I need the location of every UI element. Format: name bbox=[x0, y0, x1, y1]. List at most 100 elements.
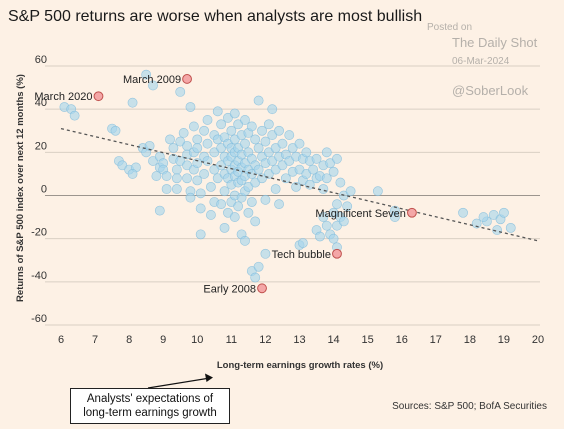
scatter-point bbox=[458, 207, 468, 218]
scatter-point bbox=[192, 143, 203, 153]
callout-box: Analysts' expectations of long-term earn… bbox=[70, 388, 230, 424]
scatter-point bbox=[471, 218, 482, 229]
x-tick-label: 13 bbox=[293, 334, 305, 346]
scatter-point bbox=[315, 231, 325, 242]
scatter-point bbox=[151, 171, 162, 181]
scatter-point bbox=[127, 97, 138, 108]
scatter-point bbox=[321, 220, 332, 231]
scatter-point bbox=[110, 125, 121, 136]
scatter-point bbox=[202, 115, 213, 125]
scatter-point bbox=[253, 261, 264, 272]
y-tick-label: -60 bbox=[31, 313, 47, 325]
scatter-point bbox=[226, 125, 237, 136]
scatter-point bbox=[505, 222, 516, 233]
y-tick-label: 20 bbox=[35, 140, 47, 152]
x-tick-label: 17 bbox=[430, 334, 442, 346]
scatter-point bbox=[161, 184, 172, 194]
annotation-tech-bubble: Tech bubble bbox=[272, 249, 331, 261]
scatter-point bbox=[202, 138, 213, 149]
watermark-source: The Daily Shot bbox=[452, 35, 538, 50]
scatter-point bbox=[311, 153, 322, 164]
scatter-point bbox=[253, 164, 264, 175]
scatter-point bbox=[246, 121, 257, 132]
scatter-point bbox=[216, 119, 227, 130]
scatter-point bbox=[165, 134, 175, 145]
watermark-date: 06-Mar-2024 bbox=[452, 56, 510, 67]
scatter-point bbox=[260, 248, 271, 259]
annotation-march-2020: March 2020 bbox=[34, 91, 92, 103]
scatter-point bbox=[328, 233, 339, 244]
scatter-point bbox=[185, 102, 196, 112]
x-axis-title: Long-term earnings growth rates (%) bbox=[217, 360, 383, 371]
scatter-point bbox=[318, 212, 329, 222]
scatter-point bbox=[298, 238, 308, 248]
scatter-point bbox=[233, 201, 244, 212]
y-tick-label: 0 bbox=[41, 184, 47, 196]
scatter-point bbox=[243, 207, 254, 218]
y-tick-label: 40 bbox=[35, 97, 47, 109]
scatter-point bbox=[240, 235, 250, 246]
scatter-point bbox=[202, 156, 213, 166]
callout-arrow-line bbox=[147, 377, 211, 389]
scatter-point bbox=[195, 229, 206, 240]
y-axis-title: Returns of S&P 500 index over next 12 mo… bbox=[15, 74, 26, 302]
scatter-point bbox=[284, 130, 295, 140]
scatter-point bbox=[260, 194, 271, 205]
scatter-point bbox=[321, 147, 332, 158]
scatter-point bbox=[229, 108, 240, 119]
scatter-point bbox=[229, 212, 240, 222]
annotation-magnificent-seven: Magnificent Seven bbox=[315, 208, 406, 220]
annotation-early-2008: Early 2008 bbox=[203, 283, 256, 295]
scatter-point bbox=[308, 164, 319, 175]
scatter-point bbox=[195, 203, 206, 214]
callout-arrow-head bbox=[205, 373, 213, 382]
x-tick-label: 10 bbox=[191, 334, 203, 346]
scatter-point bbox=[171, 164, 182, 175]
y-tick-label: -20 bbox=[31, 227, 47, 239]
scatter-point bbox=[195, 188, 206, 199]
scatter-point bbox=[301, 147, 312, 158]
scatter-point bbox=[345, 186, 356, 197]
scatter-point bbox=[294, 138, 305, 149]
scatter-point bbox=[270, 184, 281, 194]
watermark: Posted on The Daily Shot 06-Mar-2024 @So… bbox=[427, 22, 538, 98]
scatter-point bbox=[332, 199, 342, 210]
scatter-point bbox=[321, 173, 332, 184]
x-tick-label: 18 bbox=[464, 334, 476, 346]
x-tick-label: 15 bbox=[362, 334, 374, 346]
scatter-point bbox=[257, 125, 267, 136]
x-tick-label: 20 bbox=[532, 334, 544, 346]
scatter-point bbox=[372, 186, 383, 197]
scatter-point bbox=[246, 197, 257, 207]
scatter-point bbox=[199, 169, 209, 179]
x-tick-label: 7 bbox=[92, 334, 98, 346]
watermark-posted-on: Posted on bbox=[427, 22, 472, 33]
scatter-point bbox=[185, 192, 196, 203]
scatter-point bbox=[206, 181, 216, 192]
scatter-point bbox=[69, 110, 80, 121]
scatter-point bbox=[192, 158, 203, 169]
scatter-point bbox=[499, 207, 509, 218]
highlighted-point bbox=[332, 248, 342, 259]
watermark-handle: @SoberLook bbox=[452, 83, 529, 98]
scatter-point bbox=[219, 186, 230, 197]
scatter-point bbox=[277, 138, 288, 149]
highlighted-point bbox=[407, 207, 417, 218]
scatter-point bbox=[141, 69, 152, 80]
scatter-point bbox=[171, 184, 182, 194]
scatter-point bbox=[240, 138, 250, 149]
highlighted-points bbox=[93, 74, 417, 294]
scatter-point bbox=[182, 173, 192, 184]
grid-lines bbox=[45, 65, 540, 326]
scatter-point bbox=[389, 212, 400, 222]
scatter-point bbox=[240, 115, 250, 125]
scatter-point bbox=[161, 171, 172, 181]
x-tick-label: 6 bbox=[58, 334, 64, 346]
scatter-point bbox=[188, 121, 199, 132]
scatter-point bbox=[263, 119, 274, 130]
sources-note: Sources: S&P 500; BofA Securities bbox=[392, 401, 547, 412]
scatter-point bbox=[212, 106, 223, 117]
scatter-point bbox=[171, 173, 182, 184]
scatter-point bbox=[250, 134, 261, 145]
